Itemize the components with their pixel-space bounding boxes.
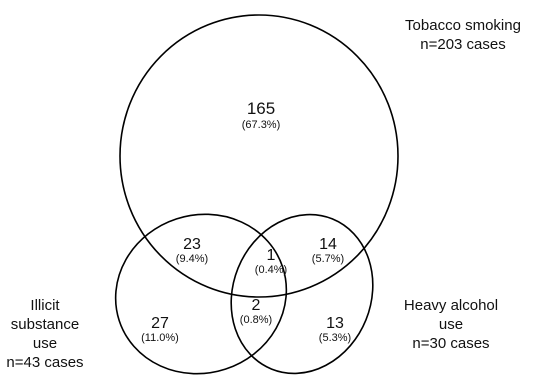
region-count: 2 — [216, 297, 296, 314]
tobacco-n: n=203 cases — [398, 35, 528, 54]
alcohol-n: n=30 cases — [392, 334, 510, 353]
region-percent: (11.0%) — [120, 332, 200, 345]
illicit-name-line2: substance — [2, 315, 88, 334]
region-count: 14 — [288, 236, 368, 253]
region-count: 27 — [120, 315, 200, 332]
illicit-name-line1: Illicit — [2, 296, 88, 315]
alcohol-ellipse — [208, 193, 397, 390]
region-percent: (5.3%) — [295, 332, 375, 345]
region-count: 165 — [221, 99, 301, 119]
alcohol-name-line1: Heavy alcohol — [392, 296, 510, 315]
illicit-n: n=43 cases — [2, 353, 88, 372]
region-count: 23 — [152, 236, 232, 253]
region-tobacco-only: 165 (67.3%) — [221, 99, 301, 132]
region-percent: (67.3%) — [221, 119, 301, 132]
region-percent: (9.4%) — [152, 253, 232, 266]
region-illicit-only: 27 (11.0%) — [120, 315, 200, 345]
illicit-label: Illicit substance use n=43 cases — [2, 296, 88, 372]
region-tobacco-alcohol: 14 (5.7%) — [288, 236, 368, 266]
illicit-name-line3: use — [2, 334, 88, 353]
alcohol-label: Heavy alcohol use n=30 cases — [392, 296, 510, 353]
region-percent: (5.7%) — [288, 253, 368, 266]
region-tobacco-illicit: 23 (9.4%) — [152, 236, 232, 266]
illicit-ellipse — [95, 192, 307, 390]
region-illicit-alcohol: 2 (0.8%) — [216, 297, 296, 327]
alcohol-name-line2: use — [392, 315, 510, 334]
tobacco-name: Tobacco smoking — [398, 16, 528, 35]
region-percent: (0.8%) — [216, 314, 296, 327]
region-alcohol-only: 13 (5.3%) — [295, 315, 375, 345]
tobacco-label: Tobacco smoking n=203 cases — [398, 16, 528, 54]
region-count: 13 — [295, 315, 375, 332]
